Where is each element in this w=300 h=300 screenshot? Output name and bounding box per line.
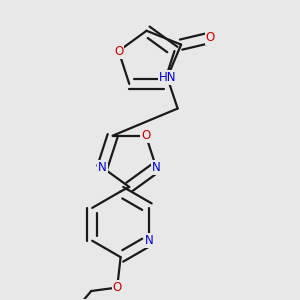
Text: O: O [141,129,151,142]
Text: O: O [206,31,215,44]
Text: N: N [152,161,161,174]
Text: O: O [112,281,122,294]
Text: HN: HN [158,71,176,84]
Text: N: N [145,234,153,247]
Text: N: N [98,161,107,174]
Text: O: O [114,45,123,58]
